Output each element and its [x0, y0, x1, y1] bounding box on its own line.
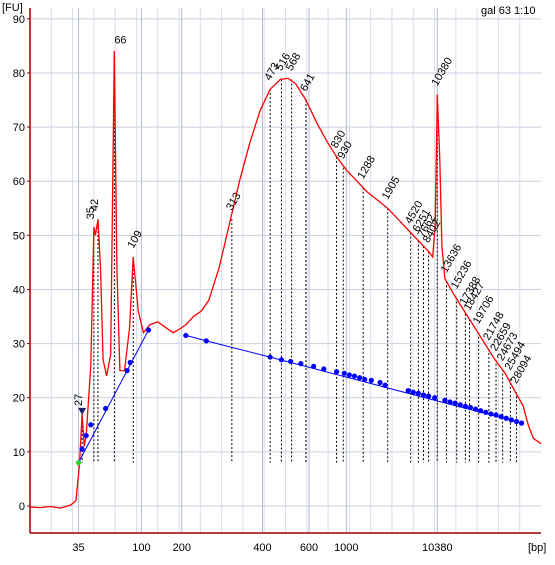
sample-point: [298, 360, 304, 367]
sample-point: [311, 363, 317, 369]
y-tick-label: 90: [13, 14, 25, 26]
signal-line: [29, 51, 542, 509]
peak-size-label: 35: [85, 207, 97, 219]
x-tick-label: 10380: [422, 542, 453, 554]
peak-marker-triangle: [78, 407, 87, 415]
sample-point: [503, 415, 509, 421]
sample-point: [508, 417, 514, 423]
ladder-markers: [75, 327, 525, 466]
sample-label: gal 63 1:10: [481, 5, 535, 17]
sample-point: [467, 404, 474, 411]
sample-point: [362, 376, 368, 382]
axes: 0 10 20 30 40 50 60 70 80 90 35 100 200 400 600 1000 103…: [13, 8, 541, 554]
ladder-fit-line: [78, 329, 149, 463]
sample-point: [478, 408, 484, 414]
ladder-point: [75, 460, 82, 466]
y-tick-label: 70: [13, 122, 25, 134]
sample-point: [351, 373, 358, 379]
sample-point: [498, 414, 504, 420]
sample-point: [472, 406, 479, 412]
ladder-point: [127, 359, 133, 366]
sample-point: [452, 400, 458, 406]
y-axis-label: [FU]: [2, 2, 23, 14]
x-axis-label: [bp]: [528, 542, 546, 554]
x-tick-label: 1000: [334, 542, 358, 554]
sample-point: [288, 358, 294, 365]
peak-size-label: 66: [114, 34, 126, 46]
sample-fit-line: [185, 334, 522, 424]
sample-point: [420, 392, 427, 398]
sample-point: [183, 332, 189, 339]
peak-size-label: 27: [73, 394, 85, 406]
x-tick-label: 100: [132, 542, 150, 554]
signal-trace: [29, 51, 542, 509]
sample-point: [203, 338, 209, 344]
sample-point: [432, 395, 438, 401]
sample-point: [410, 389, 416, 395]
y-tick-label: 20: [13, 393, 25, 405]
sample-point: [462, 403, 468, 409]
y-tick-label: 60: [13, 176, 25, 188]
ladder-point: [79, 446, 85, 452]
y-tick-label: 40: [13, 284, 25, 296]
sample-point: [457, 402, 463, 408]
x-tick-label: 35: [72, 542, 84, 554]
y-tick-label: 80: [13, 68, 25, 80]
x-tick-label: 400: [253, 542, 271, 554]
ladder-point: [83, 432, 89, 439]
y-tick-label: 30: [13, 339, 25, 351]
sample-point: [513, 418, 520, 425]
sample-point: [442, 397, 448, 403]
y-tick-label: 0: [19, 501, 25, 513]
x-tick-label: 200: [173, 542, 191, 554]
sample-point: [346, 372, 352, 378]
ladder-point: [145, 327, 152, 333]
sample-point: [321, 366, 327, 372]
sample-point: [405, 388, 411, 394]
y-tick-label: 10: [13, 447, 25, 459]
sample-point: [488, 411, 494, 417]
sample-point: [278, 357, 285, 363]
ladder-point: [103, 405, 109, 412]
sample-point: [377, 379, 383, 386]
sample-point: [334, 369, 340, 375]
ladder-point: [124, 368, 130, 374]
y-tick-label: 50: [13, 230, 25, 242]
sample-point: [518, 420, 525, 426]
sample-point: [415, 390, 421, 396]
peak-dropout-lines: [81, 51, 517, 463]
sample-point: [483, 409, 489, 415]
sample-point: [368, 377, 374, 383]
sample-point: [493, 412, 499, 418]
ladder-point: [88, 422, 94, 428]
sample-point: [382, 382, 388, 388]
sample-point: [356, 375, 363, 381]
sample-point: [425, 393, 432, 399]
sample-point: [447, 399, 453, 405]
peak-size-label: 42: [89, 199, 101, 211]
sample-point: [341, 370, 347, 376]
sample-point: [267, 354, 273, 360]
x-tick-label: 600: [300, 542, 318, 554]
